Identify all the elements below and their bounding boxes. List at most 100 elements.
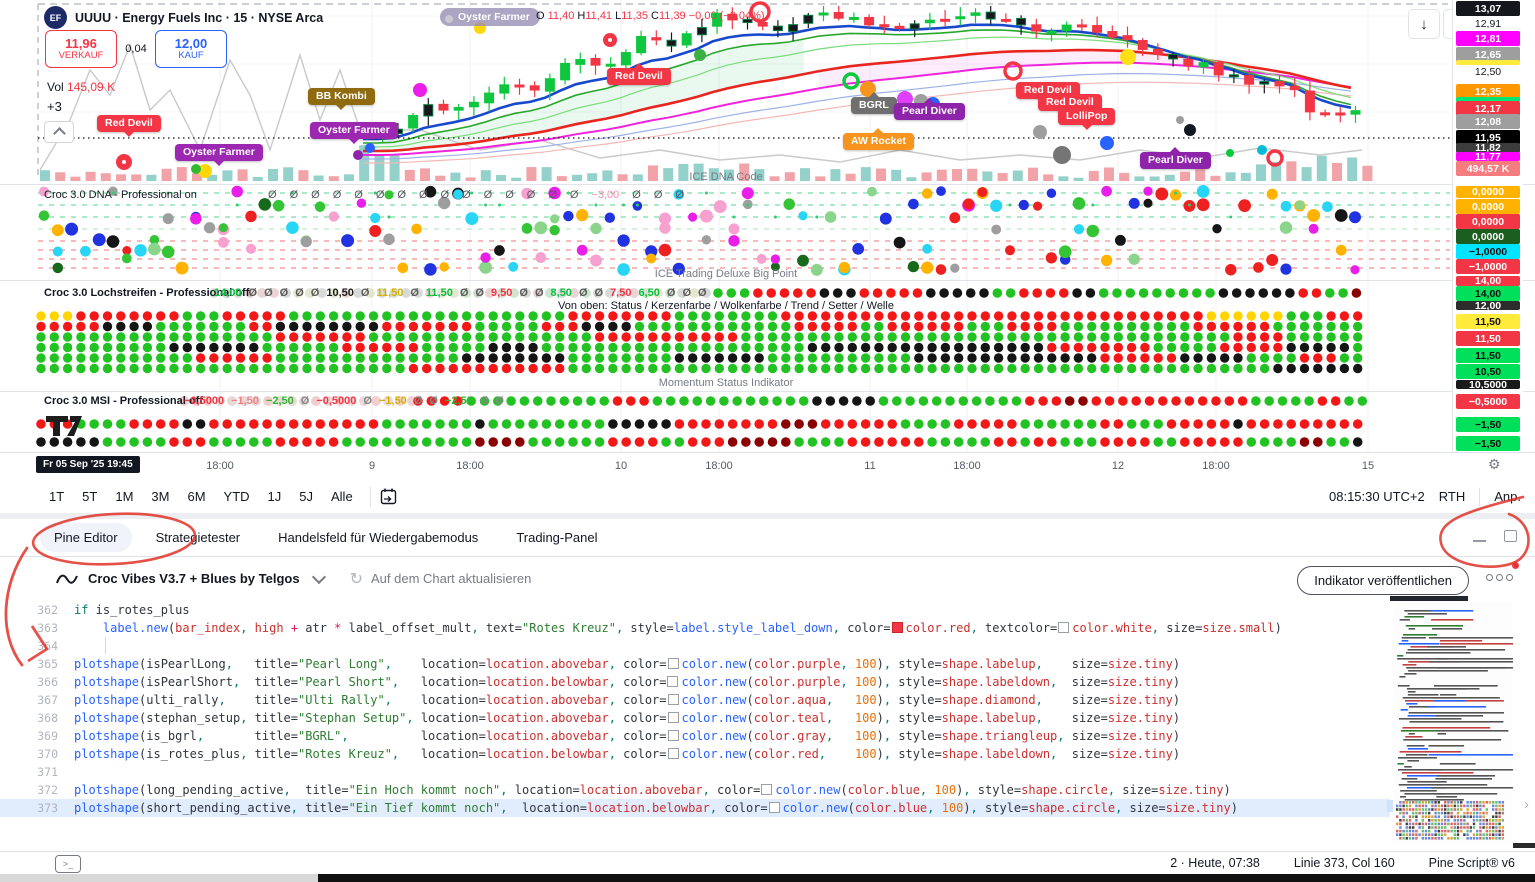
pane-separator[interactable] — [0, 184, 1535, 185]
price-axis-label: 12,65 — [1456, 47, 1520, 62]
code-line-367[interactable]: 367 plotshape(ulti_rally, title="Ulti Ral… — [0, 691, 1390, 709]
range-button-5t[interactable]: 5T — [82, 489, 98, 504]
session-badge[interactable]: RTH — [1438, 489, 1466, 504]
chart-label[interactable]: Pearl Diver — [894, 98, 965, 120]
history-status[interactable]: 2 · Heute, 07:38 — [1170, 856, 1260, 870]
code-line-368[interactable]: 368 plotshape(stephan_setup, title="Steph… — [0, 709, 1390, 727]
chart-label[interactable]: LolliPop — [1058, 108, 1116, 130]
refresh-icon: ↻ — [349, 570, 363, 588]
console-icon[interactable]: >_ — [55, 855, 81, 873]
pine-version[interactable]: Pine Script® v6 — [1428, 856, 1515, 870]
range-button-1t[interactable]: 1T — [49, 489, 65, 504]
chart-label[interactable]: Pearl Diver — [1140, 147, 1211, 169]
chart-label[interactable]: Red Devil — [607, 63, 671, 85]
price-axis-label: 12,81 — [1456, 31, 1520, 46]
price-axis-label: 10,5000 — [1456, 380, 1520, 389]
tab-trading-panel[interactable]: Trading-Panel — [516, 530, 598, 545]
more-indicators-badge[interactable]: +3 — [47, 99, 62, 114]
scrollbar-thumb[interactable] — [1513, 843, 1535, 848]
time-tick: 18:00 — [705, 460, 733, 472]
tab-strategietester[interactable]: Strategietester — [155, 530, 241, 545]
price-axis-label: 0,0000 — [1456, 214, 1520, 229]
volume-readout: Vol 145,09 K — [47, 80, 116, 94]
range-button-5j[interactable]: 5J — [299, 489, 313, 504]
symbol-title[interactable]: UUUU · Energy Fuels Inc · 15 · NYSE Arca — [75, 10, 324, 25]
time-axis[interactable]: Fr 05 Sep '25 19:45 18:00 9 18:00 10 18:00 11… — [0, 452, 1535, 481]
code-line-372[interactable]: 372 plotshape(long_pending_active, title=… — [0, 781, 1390, 799]
restore-icon[interactable] — [1504, 530, 1517, 542]
editor-status-bar: 2 · Heute, 07:38 Linie 373, Col 160 Pine… — [1170, 856, 1515, 870]
price-axis-label: −0,5000 — [1456, 394, 1520, 409]
code-line-370[interactable]: 370 plotshape(is_rotes_plus, title="Rotes… — [0, 745, 1390, 763]
code-line-373[interactable]: 373 plotshape(short_pending_active, title… — [0, 799, 1390, 817]
symbol-header[interactable]: EF UUUU · Energy Fuels Inc · 15 · NYSE A… — [44, 6, 323, 29]
line-number: 364 — [37, 639, 58, 653]
tab-pine-editor[interactable]: Pine Editor — [40, 523, 132, 552]
clock[interactable]: 08:15:30 UTC+2 — [1329, 489, 1425, 504]
indicator-title-msi[interactable]: Croc 3.0 MSI - Professional off — [44, 395, 203, 407]
chart-label[interactable]: BGRL — [851, 92, 897, 114]
expand-panel-chevron[interactable]: › — [1524, 796, 1529, 813]
chart-label[interactable]: AW Rocket — [843, 128, 914, 150]
chart-label[interactable]: Red Devil — [1038, 94, 1102, 111]
range-button-ytd[interactable]: YTD — [223, 489, 250, 504]
more-menu-button[interactable] — [1486, 574, 1513, 581]
code-editor[interactable]: 362 if is_rotes_plus 363 label.new(bar_ind… — [0, 601, 1390, 823]
buy-button[interactable]: 12,00 KAUF — [155, 30, 227, 68]
adjust-button[interactable]: Anp. — [1494, 489, 1521, 504]
indicator-values-dna: Ø Ø Ø Ø Ø Ø Ø Ø Ø Ø Ø Ø Ø Ø Ø −3,00 Ø Ø Ø — [268, 189, 684, 201]
price-axis-label: −1,50 — [1456, 436, 1520, 451]
chart-canvas[interactable] — [0, 0, 1535, 452]
line-number: 368 — [37, 711, 58, 725]
price-axis-label: 11,50 — [1456, 331, 1520, 346]
time-tick: 18:00 — [953, 460, 981, 472]
buy-label: KAUF — [178, 49, 204, 61]
price-axis-label: 11,50 — [1456, 348, 1520, 363]
code-minimap[interactable] — [1393, 601, 1513, 845]
indicator-title-dna[interactable]: Croc 3.0 DNA - Professional on — [44, 189, 197, 201]
chart-label[interactable]: Oyster Farmer — [310, 122, 398, 144]
code-line-369[interactable]: 369 plotshape(is_bgrl, title="BGRL", loca… — [0, 727, 1390, 745]
pane-separator[interactable] — [0, 280, 1535, 281]
chart-label[interactable]: BB Kombi — [308, 88, 375, 110]
price-axis-label: 0,0000 — [1456, 229, 1520, 244]
range-button-3m[interactable]: 3M — [151, 489, 170, 504]
range-button-6m[interactable]: 6M — [187, 489, 206, 504]
crosshair-date-label: Fr 05 Sep '25 19:45 — [36, 456, 140, 473]
indicator-values-msi: −0,5000 −1,50 −2,50 Ø −0,5000 Ø −1,50 Ø Ø −2,50 Ø Ø — [184, 395, 504, 407]
legend-overlay-label: Oyster Farmer — [440, 8, 540, 26]
sell-button[interactable]: 11,96 VERKAUF — [45, 30, 117, 68]
code-line-371[interactable]: 371 — [0, 763, 1390, 781]
publish-indicator-button[interactable]: Indikator veröffentlichen — [1297, 566, 1469, 595]
scroll-to-latest-button[interactable]: ↓ — [1408, 9, 1440, 39]
price-axis[interactable]: 13,07 12,91 12,81 12,65 12,50 12,35 12,17 12,08… — [1452, 0, 1523, 452]
range-button-1j[interactable]: 1J — [267, 489, 282, 504]
tab-handelsfeld-f-r-wiedergabemodus[interactable]: Handelsfeld für Wiedergabemodus — [278, 530, 479, 545]
chart-label[interactable]: Oyster Farmer — [175, 144, 263, 166]
indicator-title-loch[interactable]: Croc 3.0 Lochstreifen - Professional off — [44, 287, 250, 299]
chevron-down-icon[interactable] — [311, 569, 326, 585]
chart-region[interactable]: EF UUUU · Energy Fuels Inc · 15 · NYSE A… — [0, 0, 1535, 452]
line-number: 373 — [37, 801, 58, 815]
range-button-alle[interactable]: Alle — [331, 489, 353, 504]
chart-label[interactable]: Red Devil — [97, 115, 161, 137]
line-number: 371 — [37, 765, 58, 779]
price-axis-label: 10,50 — [1456, 364, 1520, 379]
code-line-364[interactable]: 364 — [0, 637, 1390, 655]
script-title[interactable]: Croc Vibes V3.7 + Blues by Telgos — [88, 571, 300, 586]
code-line-363[interactable]: 363 label.new(bar_index, high + atr * la… — [0, 619, 1390, 637]
go-to-date-icon[interactable] — [379, 487, 398, 506]
price-axis-label: 11,95 — [1456, 130, 1520, 145]
minimize-icon[interactable] — [1473, 531, 1486, 542]
cursor-position: Linie 373, Col 160 — [1293, 856, 1395, 870]
minimap-viewport[interactable] — [1390, 596, 1468, 601]
pane-separator[interactable] — [0, 391, 1535, 392]
code-line-362[interactable]: 362 if is_rotes_plus — [0, 601, 1390, 619]
collapse-legend-button[interactable] — [44, 121, 74, 143]
code-line-366[interactable]: 366 plotshape(isPearlShort, title="Pearl … — [0, 673, 1390, 691]
gear-icon[interactable]: ⚙ — [1488, 456, 1501, 472]
update-on-chart-label[interactable]: Auf dem Chart aktualisieren — [370, 571, 532, 586]
code-line-365[interactable]: 365 plotshape(isPearlLong, title="Pearl L… — [0, 655, 1390, 673]
range-button-1m[interactable]: 1M — [115, 489, 134, 504]
